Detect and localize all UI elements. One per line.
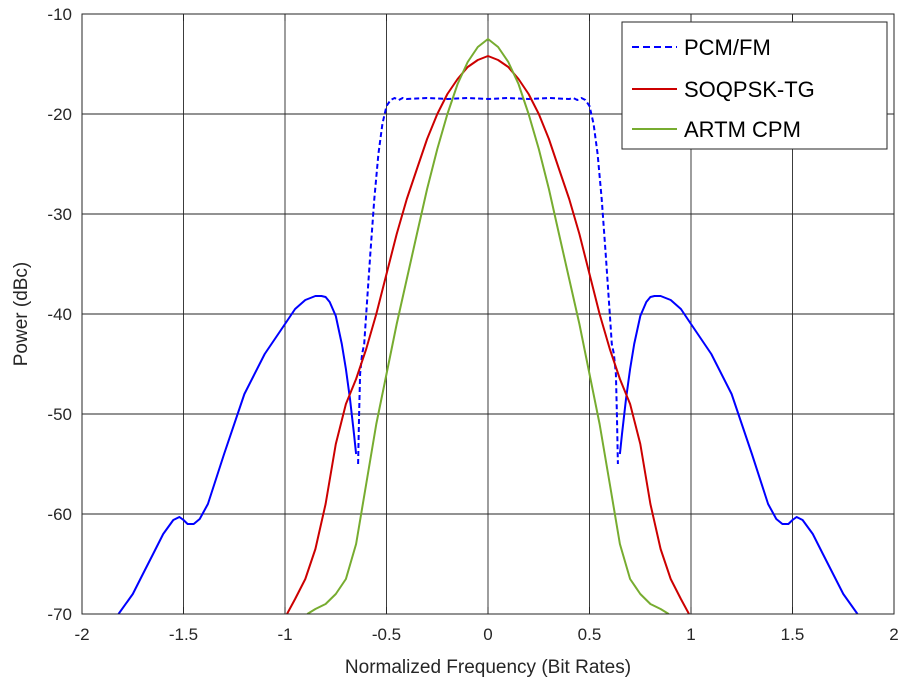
series-line-soqpsk-tg <box>286 55 690 614</box>
x-tick-labels: -2 -1.5 -1 -0.5 0 0.5 1 1.5 2 <box>74 625 898 644</box>
legend-label-artm-cpm: ARTM CPM <box>684 117 801 142</box>
x-axis-label: Normalized Frequency (Bit Rates) <box>345 657 631 678</box>
y-tick-label: -70 <box>47 605 72 624</box>
y-tick-label: -50 <box>47 405 72 424</box>
series-line-pcm-fm <box>117 295 358 614</box>
y-tick-label: -40 <box>47 305 72 324</box>
y-tick-label: -60 <box>47 505 72 524</box>
y-tick-label: -30 <box>47 205 72 224</box>
x-tick-label: 1 <box>686 625 695 644</box>
series-line-pcm-fm <box>357 97 619 465</box>
series-line-pcm-fm <box>618 295 859 614</box>
series-layer <box>117 38 859 614</box>
x-tick-label: -1.5 <box>169 625 198 644</box>
tick-marks <box>81 13 895 615</box>
x-tick-label: 2 <box>889 625 898 644</box>
y-tick-label: -10 <box>47 5 72 24</box>
y-tick-label: -20 <box>47 105 72 124</box>
legend-label-soqpsk-tg: SOQPSK-TG <box>684 77 815 102</box>
x-tick-label: 1.5 <box>781 625 805 644</box>
x-tick-label: 0.5 <box>578 625 602 644</box>
legend: PCM/FM SOQPSK-TG ARTM CPM <box>621 21 888 150</box>
y-axis-label: Power (dBc) <box>11 262 32 367</box>
x-tick-label: -0.5 <box>372 625 401 644</box>
x-tick-label: 0 <box>483 625 492 644</box>
legend-box <box>621 21 888 150</box>
x-tick-label: -2 <box>74 625 89 644</box>
legend-label-pcm-fm: PCM/FM <box>684 35 771 60</box>
series-line-artm-cpm <box>306 38 670 614</box>
x-tick-label: -1 <box>277 625 292 644</box>
y-tick-labels: -70 -60 -50 -40 -30 -20 -10 <box>47 5 72 624</box>
